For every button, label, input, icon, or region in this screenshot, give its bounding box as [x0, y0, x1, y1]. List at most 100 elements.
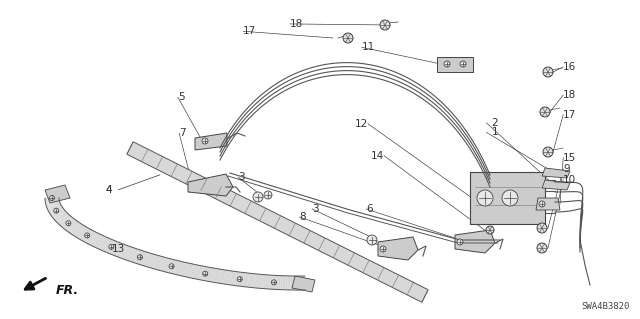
Polygon shape [284, 276, 286, 290]
Polygon shape [61, 216, 72, 227]
Polygon shape [260, 274, 262, 288]
Polygon shape [248, 273, 251, 287]
Polygon shape [67, 219, 76, 231]
Polygon shape [145, 253, 151, 267]
Circle shape [203, 271, 208, 276]
Polygon shape [188, 174, 233, 196]
Polygon shape [58, 213, 68, 224]
Polygon shape [129, 248, 134, 261]
Polygon shape [66, 219, 75, 231]
Polygon shape [58, 214, 68, 225]
Text: SWA4B3820: SWA4B3820 [582, 302, 630, 311]
Polygon shape [52, 208, 63, 217]
Polygon shape [48, 204, 61, 211]
Polygon shape [236, 272, 239, 286]
Text: 15: 15 [563, 153, 577, 163]
Polygon shape [86, 230, 93, 243]
Polygon shape [102, 238, 109, 251]
Circle shape [477, 190, 493, 206]
Circle shape [264, 191, 272, 199]
Polygon shape [255, 274, 258, 288]
Polygon shape [95, 235, 103, 248]
Polygon shape [45, 198, 59, 199]
Circle shape [502, 190, 518, 206]
Polygon shape [114, 242, 121, 256]
Polygon shape [47, 203, 60, 208]
Polygon shape [263, 275, 266, 289]
Polygon shape [256, 274, 259, 288]
Polygon shape [60, 214, 69, 225]
Polygon shape [295, 276, 297, 290]
Polygon shape [268, 275, 271, 289]
Polygon shape [45, 200, 60, 204]
Polygon shape [127, 142, 428, 302]
Polygon shape [250, 273, 253, 287]
Polygon shape [122, 245, 127, 259]
Polygon shape [90, 232, 97, 245]
Polygon shape [185, 263, 189, 277]
Polygon shape [130, 248, 136, 262]
Polygon shape [297, 276, 299, 290]
Polygon shape [68, 220, 77, 232]
Circle shape [109, 244, 114, 249]
Text: 4: 4 [106, 185, 112, 195]
Polygon shape [45, 198, 59, 200]
Polygon shape [120, 245, 126, 258]
Polygon shape [56, 212, 67, 223]
Polygon shape [64, 218, 74, 229]
Polygon shape [91, 233, 98, 246]
Polygon shape [63, 217, 72, 228]
Polygon shape [78, 226, 86, 239]
Text: 10: 10 [563, 174, 577, 185]
Polygon shape [179, 262, 183, 276]
Polygon shape [190, 264, 195, 278]
Text: 18: 18 [290, 19, 303, 29]
Text: 3: 3 [312, 204, 319, 214]
Polygon shape [225, 270, 228, 285]
Text: 8: 8 [300, 212, 306, 222]
Polygon shape [542, 180, 570, 190]
Polygon shape [291, 276, 292, 290]
Polygon shape [103, 238, 110, 252]
Polygon shape [111, 241, 118, 255]
Polygon shape [205, 267, 210, 281]
Circle shape [537, 223, 547, 233]
Polygon shape [69, 221, 78, 234]
Polygon shape [273, 275, 276, 289]
Polygon shape [140, 251, 145, 265]
Polygon shape [60, 215, 70, 226]
Polygon shape [88, 232, 96, 245]
Polygon shape [197, 265, 202, 279]
Polygon shape [292, 276, 315, 292]
Polygon shape [46, 201, 60, 205]
Polygon shape [45, 199, 59, 202]
Polygon shape [110, 241, 116, 255]
Polygon shape [76, 225, 84, 238]
Polygon shape [199, 266, 203, 280]
Polygon shape [118, 244, 125, 258]
Polygon shape [132, 249, 138, 263]
Polygon shape [61, 216, 70, 227]
Polygon shape [68, 221, 77, 233]
Polygon shape [50, 206, 62, 214]
Polygon shape [51, 207, 63, 215]
Polygon shape [47, 203, 61, 210]
Circle shape [66, 221, 71, 226]
Polygon shape [47, 202, 60, 207]
Polygon shape [47, 203, 60, 209]
Polygon shape [241, 272, 244, 286]
Polygon shape [150, 254, 156, 268]
Polygon shape [113, 242, 119, 256]
Circle shape [457, 239, 463, 245]
Polygon shape [99, 237, 106, 250]
Circle shape [444, 61, 450, 67]
Polygon shape [134, 249, 141, 263]
Polygon shape [292, 276, 294, 290]
Polygon shape [258, 274, 261, 288]
Text: 16: 16 [563, 62, 577, 72]
Polygon shape [289, 276, 291, 290]
Polygon shape [294, 276, 296, 290]
Circle shape [169, 264, 174, 269]
Polygon shape [237, 272, 241, 286]
Polygon shape [223, 270, 227, 284]
